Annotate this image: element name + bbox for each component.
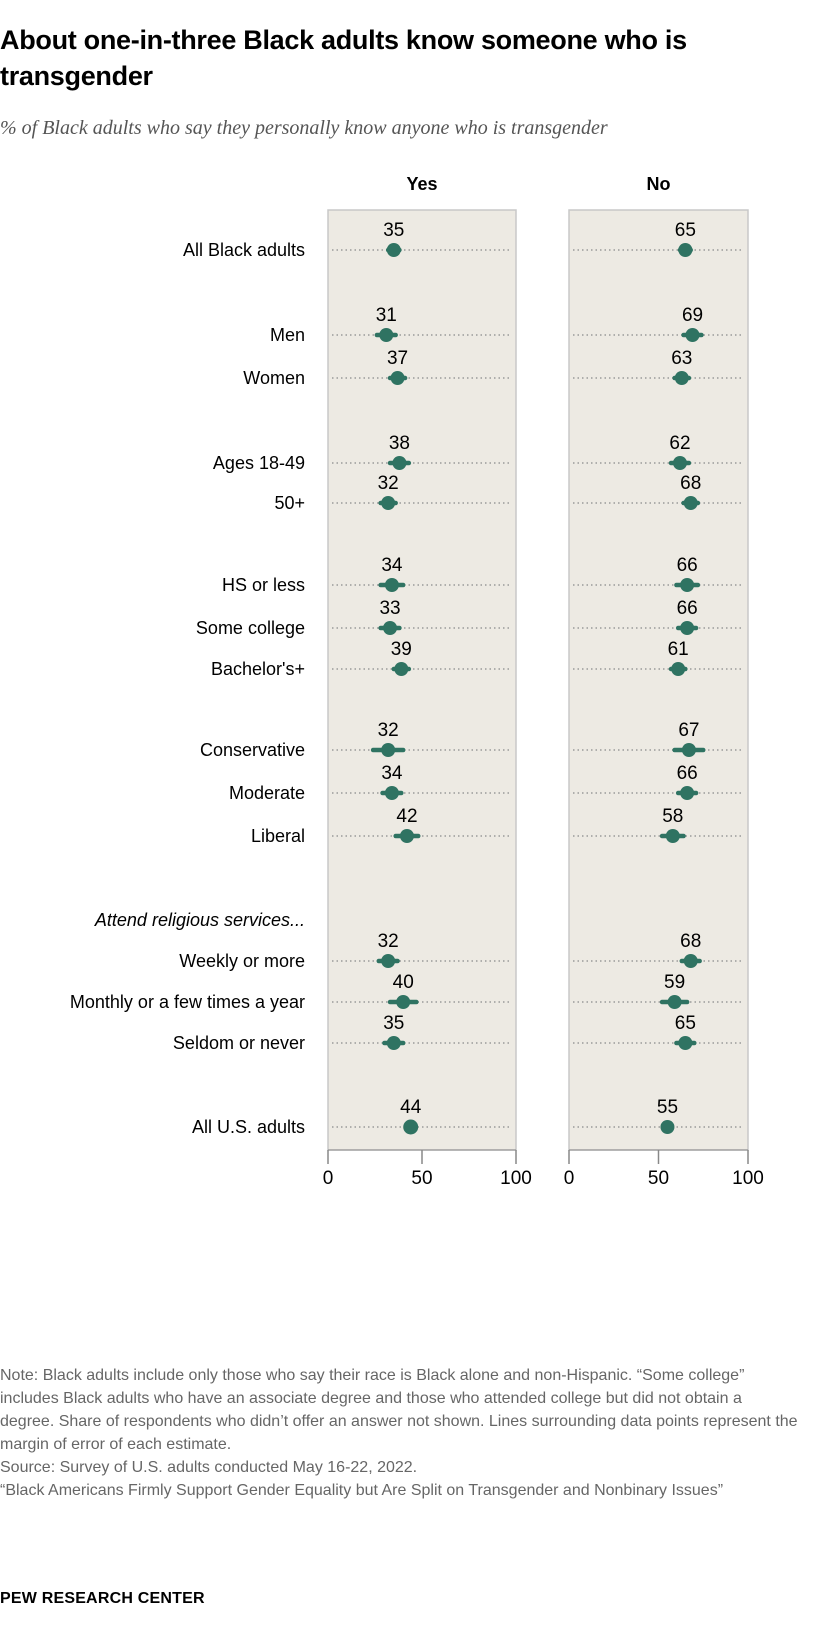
chart-subtitle: % of Black adults who say they personall…: [0, 117, 608, 139]
data-label: 66: [677, 555, 698, 576]
data-point: [680, 578, 695, 592]
tick-label: 0: [323, 1168, 334, 1189]
row-label: Men: [270, 325, 305, 345]
data-point: [381, 496, 396, 510]
data-label: 31: [376, 305, 397, 326]
row-label: Some college: [196, 618, 305, 638]
data-point: [390, 371, 405, 385]
data-label: 42: [396, 806, 417, 827]
chart-title: About one-in-three Black adults know som…: [0, 25, 687, 91]
source-text: Source: Survey of U.S. adults conducted …: [0, 1459, 418, 1476]
panel-background: [327, 209, 517, 1151]
data-point: [667, 995, 682, 1009]
data-point: [681, 743, 696, 757]
row-label: Ages 18-49: [213, 453, 305, 473]
dot-plot: Yes 0 50 100 No 0 50 100 Attend religious servic…: [70, 174, 764, 1189]
data-label: 66: [677, 763, 698, 784]
report-title: “Black Americans Firmly Support Gender E…: [0, 1482, 724, 1499]
data-point: [403, 1119, 419, 1135]
data-label: 44: [400, 1097, 422, 1118]
data-label: 35: [383, 220, 404, 241]
row-label: Women: [243, 368, 305, 388]
row-label: Seldom or never: [173, 1033, 305, 1053]
data-point: [685, 328, 700, 342]
data-point: [384, 578, 399, 592]
data-point: [384, 786, 399, 800]
tick-label: 100: [500, 1168, 532, 1189]
tick-label: 0: [564, 1168, 575, 1189]
data-point: [394, 662, 409, 676]
data-point: [680, 621, 695, 635]
tick-label: 50: [648, 1168, 669, 1189]
note-text: Note: Black adults include only those wh…: [0, 1367, 798, 1453]
row-label: Liberal: [251, 826, 305, 846]
data-label: 65: [675, 220, 696, 241]
data-label: 37: [387, 348, 408, 369]
data-label: 66: [677, 598, 698, 619]
data-point: [396, 995, 411, 1009]
data-label: 63: [671, 348, 692, 369]
row-label: 50+: [274, 493, 305, 513]
data-label: 67: [678, 720, 699, 741]
data-point: [671, 662, 686, 676]
row-label: All U.S. adults: [192, 1117, 305, 1137]
data-point: [683, 954, 698, 968]
data-label: 62: [669, 433, 690, 454]
row-label: Bachelor's+: [211, 659, 305, 679]
data-label: 35: [383, 1013, 404, 1034]
data-label: 32: [378, 473, 399, 494]
data-label: 32: [378, 931, 399, 952]
data-label: 40: [393, 972, 414, 993]
data-point: [665, 829, 680, 843]
data-label: 33: [379, 598, 400, 619]
row-label: Monthly or a few times a year: [70, 992, 305, 1012]
row-label: HS or less: [222, 575, 305, 595]
data-point: [386, 1036, 401, 1050]
data-point: [392, 456, 407, 470]
data-label: 69: [682, 305, 703, 326]
data-label: 39: [391, 639, 412, 660]
data-label: 61: [668, 639, 689, 660]
panel-background: [568, 209, 749, 1151]
row-label: Weekly or more: [179, 951, 305, 971]
data-label: 68: [680, 473, 701, 494]
data-point: [680, 786, 695, 800]
data-point: [379, 328, 394, 342]
data-label: 32: [378, 720, 399, 741]
data-point: [678, 1036, 693, 1050]
row-label: Conservative: [200, 740, 305, 760]
tick-label: 50: [411, 1168, 432, 1189]
brand-logo: PEW RESEARCH CENTER: [0, 1590, 205, 1607]
row-label: All Black adults: [183, 240, 305, 260]
data-label: 65: [675, 1013, 696, 1034]
data-point: [674, 371, 689, 385]
data-point: [660, 1120, 675, 1134]
row-label: Moderate: [229, 783, 305, 803]
data-label: 59: [664, 972, 685, 993]
column-header-no: No: [647, 174, 671, 194]
data-label: 34: [381, 763, 403, 784]
data-label: 34: [381, 555, 403, 576]
data-label: 38: [389, 433, 410, 454]
data-point: [383, 621, 398, 635]
data-label: 58: [662, 806, 683, 827]
data-point: [381, 743, 396, 757]
data-point: [683, 496, 698, 510]
tick-label: 100: [732, 1168, 764, 1189]
data-point: [399, 829, 414, 843]
data-point: [381, 954, 396, 968]
section-label: Attend religious services...: [94, 910, 305, 930]
column-header-yes: Yes: [406, 174, 437, 194]
data-label: 55: [657, 1097, 678, 1118]
data-point: [386, 243, 401, 257]
notes: Note: Black adults include only those wh…: [0, 1364, 800, 1502]
data-label: 68: [680, 931, 701, 952]
data-point: [672, 456, 687, 470]
data-point: [678, 243, 693, 257]
